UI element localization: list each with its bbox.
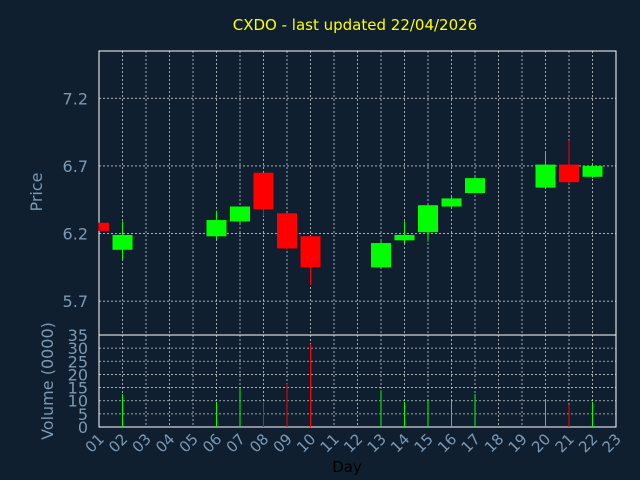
candlestick-series (98, 140, 603, 285)
candle-body (99, 222, 109, 231)
volume-tick-label: 25 (68, 352, 88, 371)
candle-body (465, 178, 485, 193)
day-axis-label: Day (332, 458, 362, 476)
candle-body (371, 243, 391, 268)
day-tick-labels: 0102030405060708091011121314151617181920… (82, 430, 625, 456)
chart-title: CXDO - last updated 22/04/2026 (233, 16, 477, 34)
volume-series (122, 344, 593, 427)
candle-body (230, 206, 250, 222)
candle-body (535, 164, 556, 188)
price-axis-label: Price (27, 172, 46, 211)
candle-body (418, 205, 438, 233)
candle-body (582, 165, 603, 177)
candle-body (441, 198, 462, 207)
price-tick-label: 6.2 (63, 225, 88, 244)
candle-body (300, 236, 321, 268)
candle-body (559, 164, 579, 183)
candle-body (206, 220, 227, 237)
volume-axis-label: Volume (0000) (38, 322, 57, 440)
volume-tick-label: 0 (78, 418, 88, 437)
volume-tick-label: 35 (68, 326, 88, 345)
volume-tick-label: 20 (68, 365, 88, 384)
price-tick-label: 5.7 (63, 292, 88, 311)
price-tick-label: 6.7 (63, 157, 88, 176)
volume-tick-label: 10 (68, 392, 88, 411)
candle-body (112, 234, 133, 250)
price-tick-label: 7.2 (63, 89, 88, 108)
volume-tick-label: 15 (68, 379, 88, 398)
volume-tick-label: 30 (68, 339, 88, 358)
candle-body (277, 213, 297, 249)
volume-panel-frame (98, 334, 617, 428)
volume-tick-label: 5 (78, 405, 88, 424)
price-tick-labels: 5.7 6.2 6.7 7.2 (63, 89, 88, 311)
candle-body (394, 234, 415, 241)
candle-body (253, 172, 274, 210)
